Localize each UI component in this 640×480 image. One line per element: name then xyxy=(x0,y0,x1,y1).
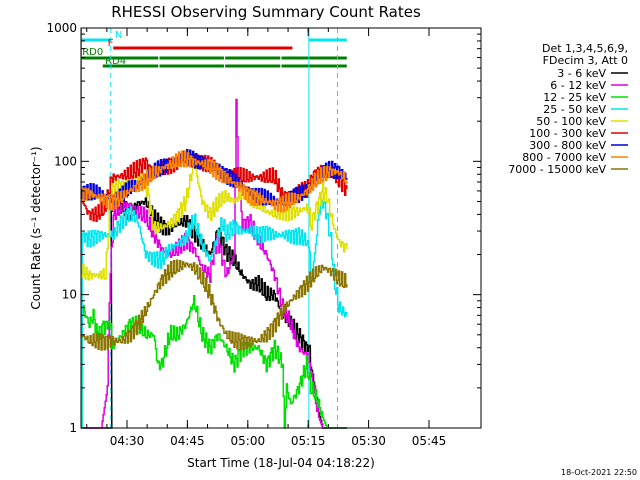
flag-label-rd4: RD4 xyxy=(105,56,126,67)
x-axis: 04:30 04:45 05:00 05:15 05:30 05:45 xyxy=(86,28,447,448)
flag-label-n: N xyxy=(115,30,122,41)
x-tick-label: 05:45 xyxy=(412,434,447,448)
legend-label: 6 - 12 keV xyxy=(550,79,606,92)
legend-label: 7000 - 15000 keV xyxy=(508,163,606,176)
legend-label: 50 - 100 keV xyxy=(536,115,606,128)
x-tick-label: 04:30 xyxy=(110,434,145,448)
y-tick-label: 10 xyxy=(62,288,77,302)
y-axis: 1 10 100 1000 xyxy=(46,21,481,435)
flag-label-f: F xyxy=(108,38,114,49)
series-line-1 xyxy=(81,98,347,429)
legend-label: 800 - 7000 keV xyxy=(522,151,606,164)
x-tick-label: 05:15 xyxy=(291,434,326,448)
legend-label: 300 - 800 keV xyxy=(529,139,606,152)
legend-label: 25 - 50 keV xyxy=(543,103,606,116)
legend-label: 3 - 6 keV xyxy=(557,67,606,80)
y-tick-label: 100 xyxy=(54,154,77,168)
y-tick-label: 1 xyxy=(69,421,77,435)
series-line-8 xyxy=(81,259,348,351)
legend-header-line-1: Det 1,3,4,5,6,9, xyxy=(542,42,628,55)
x-tick-label: 04:45 xyxy=(170,434,205,448)
x-tick-label: 05:30 xyxy=(351,434,386,448)
y-tick-label: 1000 xyxy=(46,21,77,35)
flag-label-rd0: RD0 xyxy=(82,47,103,58)
series-line-7 xyxy=(81,150,348,213)
x-tick-label: 05:00 xyxy=(231,434,266,448)
x-axis-label: Start Time (18-Jul-04 04:18:22) xyxy=(187,456,375,470)
legend-header-line-2: FDecim 3, Att 0 xyxy=(543,54,628,67)
legend-label: 12 - 25 keV xyxy=(543,91,606,104)
legend-label: 100 - 300 keV xyxy=(529,127,606,140)
series-line-4 xyxy=(81,160,348,281)
y-axis-label: Count Rate (s⁻¹ detector⁻¹) xyxy=(29,146,43,309)
timestamp: 18-Oct-2021 22:50 xyxy=(561,468,637,477)
plot-frame xyxy=(80,27,482,429)
series-line-2 xyxy=(81,295,347,429)
chart-title: RHESSI Observing Summary Count Rates xyxy=(111,3,421,21)
series-lines xyxy=(81,98,348,429)
series-line-3 xyxy=(81,199,348,429)
